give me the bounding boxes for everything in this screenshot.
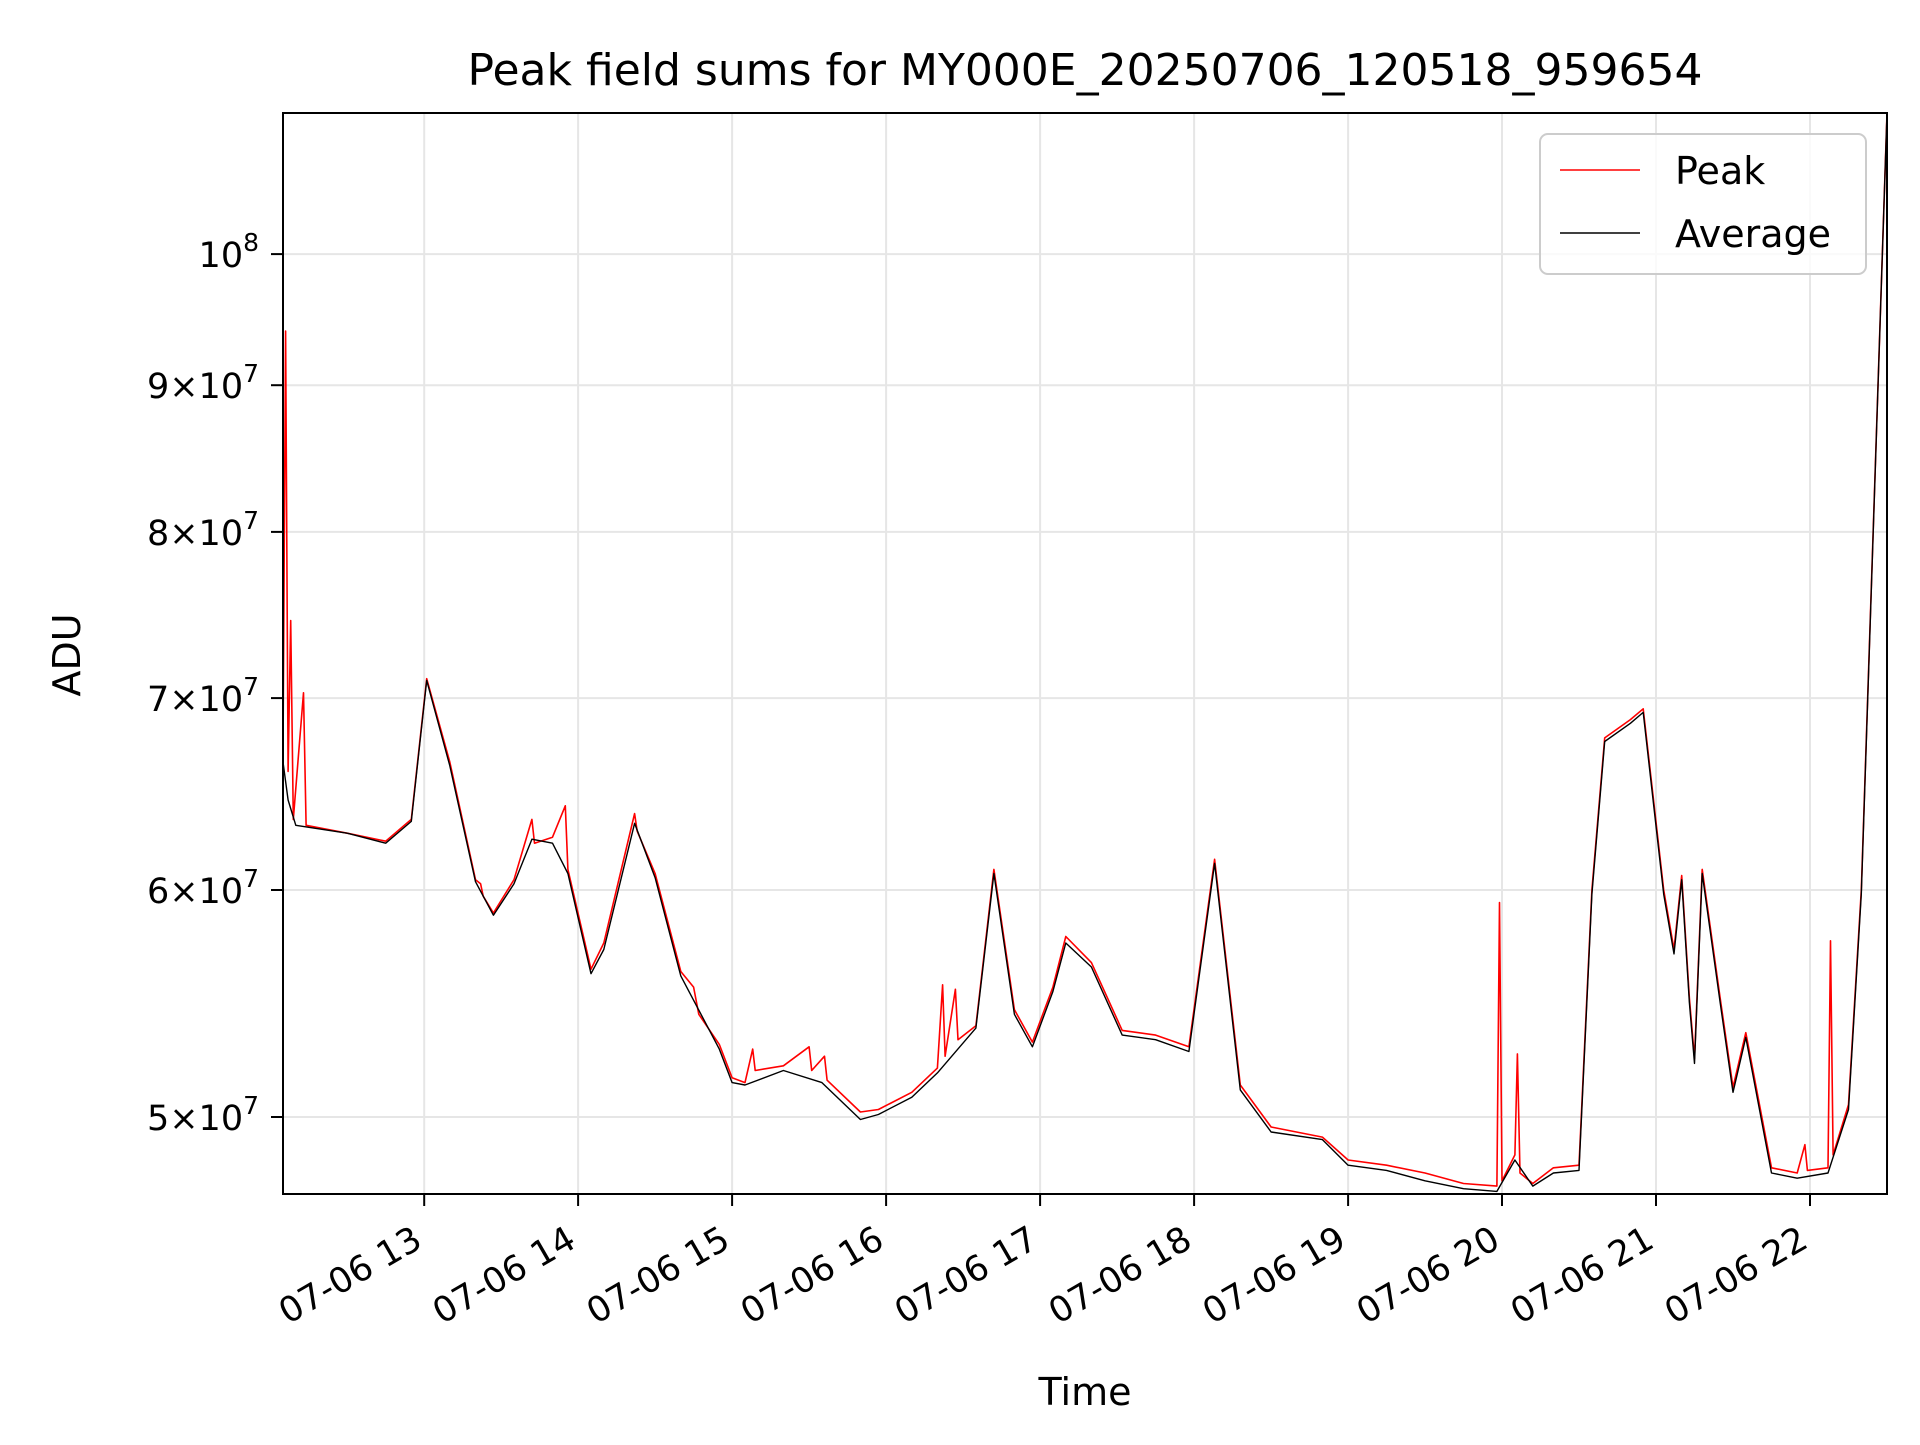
y-tick-label: 108 xyxy=(199,228,259,276)
x-tick-label: 07-06 14 xyxy=(426,1219,582,1332)
x-tick-label: 07-06 20 xyxy=(1350,1219,1506,1332)
y-tick-label: 7×107 xyxy=(147,672,259,720)
x-tick-label: 07-06 17 xyxy=(888,1219,1044,1332)
legend-box xyxy=(1539,133,1867,275)
legend-average-label: Average xyxy=(1675,212,1831,256)
plot-frame xyxy=(282,112,1888,1195)
x-axis-label: Time xyxy=(1038,1370,1132,1414)
x-tick-label: 07-06 18 xyxy=(1042,1219,1198,1332)
plot-area xyxy=(282,112,1888,1193)
x-tick-label: 07-06 16 xyxy=(734,1219,890,1332)
legend-peak-label: Peak xyxy=(1675,149,1765,193)
legend: Peak Average xyxy=(1539,133,1867,275)
x-tick-label: 07-06 22 xyxy=(1658,1219,1814,1332)
x-tick-label: 07-06 15 xyxy=(580,1219,736,1332)
y-axis: 5×107 6×107 7×107 8×107 9×107 108 xyxy=(147,228,283,1139)
x-tick-label: 07-06 13 xyxy=(272,1219,428,1332)
y-tick-label: 6×107 xyxy=(147,864,259,912)
chart-title: Peak field sums for MY000E_20250706_1205… xyxy=(468,45,1703,96)
y-tick-label: 8×107 xyxy=(147,506,259,554)
y-tick-label: 5×107 xyxy=(147,1091,259,1139)
y-tick-label: 9×107 xyxy=(147,359,259,407)
x-tick-label: 07-06 21 xyxy=(1504,1219,1660,1332)
y-axis-label: ADU xyxy=(45,613,89,696)
x-tick-label: 07-06 19 xyxy=(1196,1219,1352,1332)
series-line-average xyxy=(282,112,1888,1193)
grid xyxy=(283,113,1887,1194)
